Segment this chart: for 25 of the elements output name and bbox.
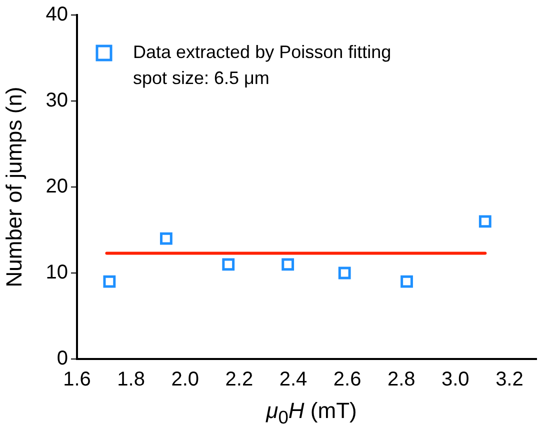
x-tick-label: 2.0 [171,368,200,391]
x-tick-label: 1.6 [63,368,91,391]
x-tick-label: 2.8 [387,368,416,391]
point [160,232,172,245]
x-tick-label: 1.8 [117,368,145,391]
x-tick-label: 2.4 [279,368,308,391]
x-tick-label: 3.0 [442,368,470,391]
legend-label: Data extracted by Poisson fitting [133,42,392,62]
point [282,258,294,271]
y-axis-title: Number of jumps (n) [1,86,26,288]
x-tick-label: 2.6 [333,368,362,391]
x-axis-title: μ$_{0}$H (mT) [266,398,357,428]
y-tick-label: 40 [46,4,68,26]
point [103,275,116,288]
y-tick-label: 20 [46,176,68,198]
x-tick-label: 3.2 [496,368,524,391]
point [222,258,235,271]
point [400,275,413,288]
point [478,215,492,228]
x-tick-label: 2.2 [225,368,254,391]
y-tick-label: 0 [56,348,68,370]
y-tick-label: 30 [46,90,68,112]
point [338,266,351,280]
annotation: spot size: 6.5 μm [133,68,270,88]
y-tick-label: 10 [46,262,68,284]
